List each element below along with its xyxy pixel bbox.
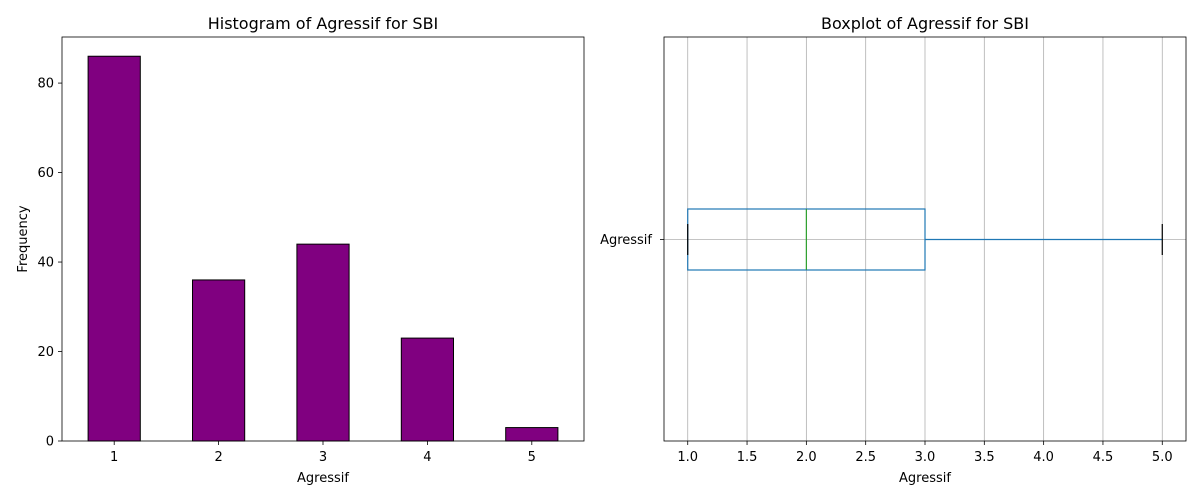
histogram-title: Histogram of Agressif for SBI xyxy=(208,14,439,33)
boxplot-x-tick-label: 2.0 xyxy=(796,450,817,465)
boxplot-y-tick-label: Agressif xyxy=(600,233,652,248)
histogram-x-tick-label: 4 xyxy=(423,450,431,465)
histogram-panel: 1 2 3 4 5 0 20 40 60 80 Histogram of Agressif fo… xyxy=(16,14,585,486)
boxplot-x-tick-label: 1.0 xyxy=(677,450,698,465)
histogram-x-label: Agressif xyxy=(297,471,349,486)
boxplot-frame xyxy=(663,36,1187,442)
boxplot-x-tick-label: 4.0 xyxy=(1033,450,1054,465)
histogram-bars xyxy=(87,55,559,442)
histogram-y-tick-label: 40 xyxy=(37,256,54,271)
histogram-x-ticks: 1 2 3 4 5 xyxy=(110,441,536,465)
histogram-bar xyxy=(505,427,559,442)
histogram-y-tick-label: 0 xyxy=(46,435,54,450)
histogram-y-ticks: 0 20 40 60 80 xyxy=(37,77,62,450)
histogram-x-tick-label: 1 xyxy=(110,450,118,465)
histogram-bar xyxy=(400,337,454,442)
boxplot-elements xyxy=(687,208,1163,271)
histogram-y-tick-label: 80 xyxy=(37,77,54,92)
histogram-bar xyxy=(192,279,246,442)
histogram-x-tick-label: 3 xyxy=(319,450,327,465)
boxplot-x-tick-label: 2.5 xyxy=(855,450,876,465)
boxplot-x-tick-label: 3.0 xyxy=(915,450,936,465)
histogram-x-tick-label: 5 xyxy=(528,450,536,465)
boxplot-x-tick-label: 4.5 xyxy=(1093,450,1114,465)
boxplot-title: Boxplot of Agressif for SBI xyxy=(821,14,1029,33)
boxplot-x-label: Agressif xyxy=(899,471,951,486)
boxplot-x-ticks: 1.0 1.5 2.0 2.5 3.0 3.5 4.0 4.5 5.0 xyxy=(677,441,1173,465)
histogram-frame xyxy=(61,36,585,442)
histogram-y-label: Frequency xyxy=(16,205,31,272)
histogram-y-tick-label: 60 xyxy=(37,166,54,181)
histogram-x-tick-label: 2 xyxy=(214,450,222,465)
boxplot-y-ticks: Agressif xyxy=(600,233,664,248)
histogram-bar xyxy=(87,55,141,442)
boxplot-x-tick-label: 1.5 xyxy=(737,450,758,465)
histogram-bar xyxy=(296,243,350,442)
boxplot-x-tick-label: 3.5 xyxy=(974,450,995,465)
boxplot-panel: 1.0 1.5 2.0 2.5 3.0 3.5 4.0 4.5 5.0 Agressif Box… xyxy=(600,14,1187,486)
histogram-y-tick-label: 20 xyxy=(37,345,54,360)
boxplot-x-tick-label: 5.0 xyxy=(1152,450,1173,465)
